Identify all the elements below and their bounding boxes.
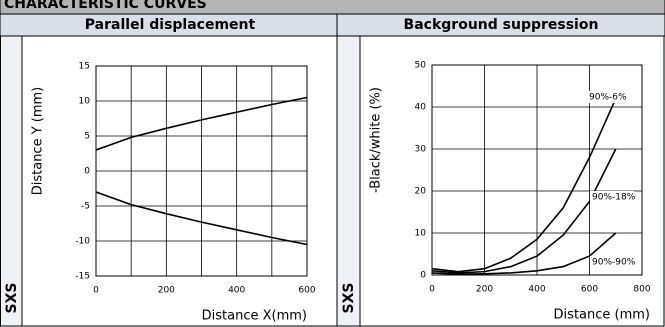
y-tick-label: 0 (84, 167, 90, 177)
x-tick-label: 400 (528, 285, 545, 295)
plot-frame (95, 65, 308, 277)
y-tick-label: 10 (79, 97, 91, 107)
curve (95, 96, 308, 151)
x-tick-label: 600 (298, 286, 315, 296)
y-tick-label: 30 (415, 145, 427, 155)
curve-label: 90%-90% (592, 258, 636, 268)
column-title: Background suppression (404, 17, 599, 33)
row-label-cell (336, 35, 361, 327)
row-label: SXS (4, 283, 20, 314)
curve-label: 90%-18% (592, 193, 636, 203)
y-tick-label: 15 (79, 62, 90, 72)
chart-cell (21, 35, 338, 327)
y-tick-label: 5 (84, 132, 90, 142)
x-tick-label: 800 (633, 285, 650, 295)
y-tick-label: 40 (415, 103, 427, 113)
plot-frame (431, 64, 643, 276)
x-axis-label: Distance (mm) (554, 308, 650, 323)
y-tick-label: 0 (420, 271, 426, 281)
y-tick-label: -15 (75, 272, 90, 282)
x-tick-label: 0 (93, 286, 99, 296)
column-title: Parallel displacement (85, 17, 256, 33)
y-tick-label: 20 (415, 187, 427, 197)
x-axis-label: Distance X(mm) (202, 309, 307, 324)
curve-label-bg (590, 256, 634, 268)
x-tick-label: 0 (429, 285, 435, 295)
row-label-cell (0, 35, 23, 327)
header-title: CHARACTERISTIC CURVES (4, 0, 207, 12)
curve (95, 191, 308, 246)
curve-label-bg (590, 191, 634, 203)
curve (431, 148, 617, 274)
y-tick-label: -10 (75, 237, 90, 247)
x-tick-label: 600 (581, 285, 598, 295)
y-axis-label: Distance Y (mm) (31, 87, 46, 196)
curve-label-bg (587, 91, 631, 103)
curve-label: 90%-6% (589, 93, 627, 103)
curve (431, 98, 617, 273)
y-tick-label: 50 (415, 61, 427, 71)
y-tick-label: -5 (81, 202, 90, 212)
row-label: SXS (341, 283, 357, 314)
y-axis-label: -Black/white (%) (369, 87, 384, 193)
y-tick-label: 10 (415, 229, 427, 239)
chart-cell (359, 35, 665, 327)
curve (431, 232, 617, 275)
x-tick-label: 400 (228, 286, 245, 296)
x-tick-label: 200 (158, 286, 175, 296)
x-tick-label: 200 (476, 285, 493, 295)
